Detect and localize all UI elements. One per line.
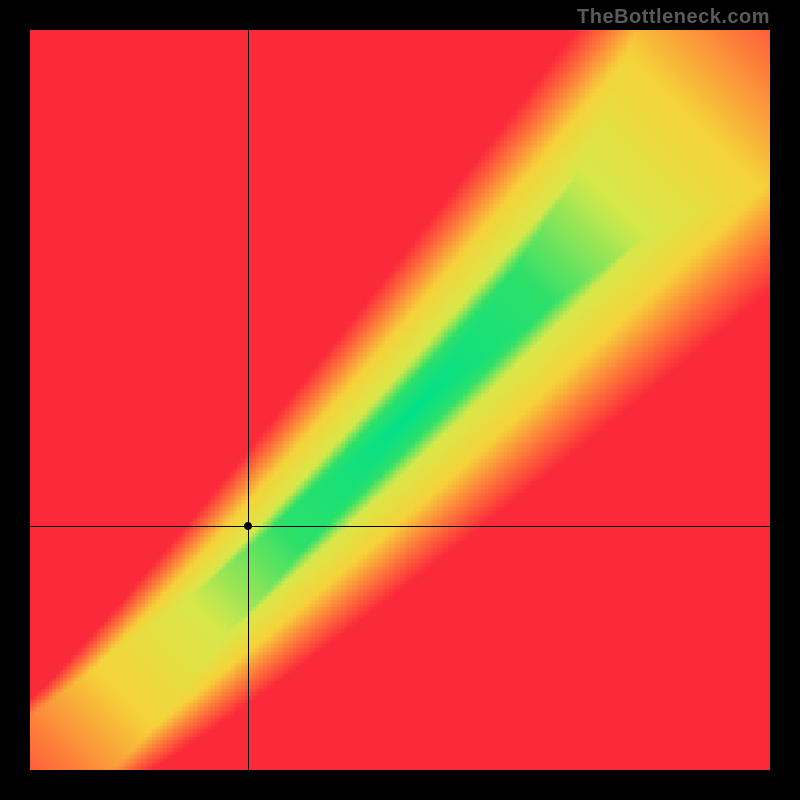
watermark-text: TheBottleneck.com	[577, 6, 770, 29]
marker-dot	[244, 522, 252, 530]
crosshair-horizontal	[30, 526, 770, 527]
chart-frame: TheBottleneck.com	[0, 0, 800, 800]
heatmap-canvas	[30, 30, 770, 770]
crosshair-vertical	[248, 30, 249, 770]
plot-area	[30, 30, 770, 770]
